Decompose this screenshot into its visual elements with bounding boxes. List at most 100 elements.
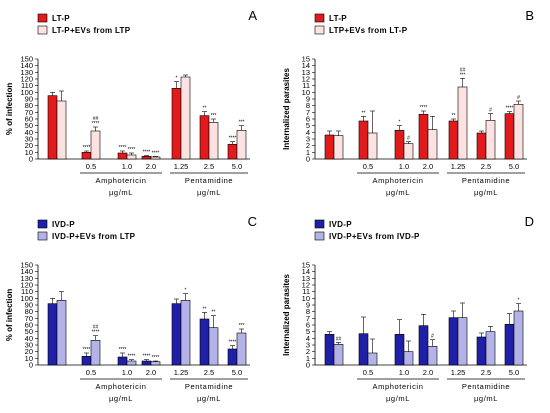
bar <box>367 132 378 160</box>
bar <box>427 346 438 366</box>
y-tick-label: 4 <box>306 128 310 137</box>
significance-mark: ## <box>93 116 99 122</box>
y-tick-label: 9 <box>306 301 310 310</box>
y-tick-label: 14 <box>302 61 310 70</box>
x-tick-label: 1.0 <box>122 162 132 171</box>
bar <box>117 152 128 160</box>
bar <box>56 100 67 160</box>
x-tick-label: 2.0 <box>146 162 156 171</box>
x-tick-label: 5.0 <box>232 162 242 171</box>
bar <box>358 120 369 160</box>
panel-letter: D <box>525 214 534 229</box>
significance-mark: **** <box>83 145 91 151</box>
y-tick-label: 50 <box>25 327 33 336</box>
legend-swatch <box>37 231 48 241</box>
x-tick-label: 1.25 <box>451 162 466 171</box>
x-tick-label: 5.0 <box>509 368 519 377</box>
y-tick-label: 30 <box>25 341 33 350</box>
significance-mark: * <box>176 76 178 82</box>
significance-mark: **** <box>506 106 514 112</box>
y-tick-label: 0 <box>306 155 310 164</box>
x-tick-label: 1.0 <box>399 368 409 377</box>
bar <box>236 130 247 160</box>
x-tick-label: 1.25 <box>174 368 189 377</box>
group-name: Amphotericin <box>373 382 424 391</box>
significance-mark: # <box>431 334 434 340</box>
group-name: Amphotericin <box>373 176 424 185</box>
bar <box>171 88 182 160</box>
legend-swatch <box>37 219 48 229</box>
x-tick-label: 2.0 <box>423 162 433 171</box>
group-unit: µg/mL <box>197 394 221 403</box>
y-tick-label: 2 <box>306 347 310 356</box>
y-tick-label: 12 <box>302 75 310 84</box>
significance-mark: **** <box>92 121 100 127</box>
bar <box>180 76 191 160</box>
legend-label: IVD-P+EVs from LTP <box>52 232 136 241</box>
bar <box>150 156 161 160</box>
legend-label: IVD-P <box>52 220 75 229</box>
group-name: Pentamidine <box>185 176 233 185</box>
significance-mark: *** <box>239 323 245 329</box>
y-tick-label: 20 <box>25 347 33 356</box>
x-tick-label: 0.5 <box>363 368 373 377</box>
bar <box>333 135 344 160</box>
bar <box>457 317 468 366</box>
significance-mark: **** <box>143 150 151 156</box>
y-tick-label: 2 <box>306 141 310 150</box>
y-tick-label: 90 <box>25 95 33 104</box>
bar <box>47 95 58 160</box>
x-tick-label: 2.5 <box>204 162 214 171</box>
significance-mark: ** <box>212 310 216 316</box>
y-tick-label: 5 <box>306 121 310 130</box>
y-tick-label: 0 <box>306 361 310 370</box>
x-tick-label: 2.0 <box>423 368 433 377</box>
panel-letter: B <box>525 8 534 23</box>
bar <box>333 344 344 366</box>
bar <box>418 325 429 366</box>
bar <box>141 156 152 160</box>
x-tick-label: 1.0 <box>122 368 132 377</box>
group-name: Pentamidine <box>185 382 233 391</box>
y-tick-label: 30 <box>25 135 33 144</box>
y-tick-label: 6 <box>306 115 310 124</box>
panel-a: A LT-P LT-P+EVs from LTP 010203040506070809… <box>5 8 257 197</box>
y-tick-label: 8 <box>306 101 310 110</box>
y-tick-label: 70 <box>25 314 33 323</box>
y-tick-label: 90 <box>25 301 33 310</box>
y-tick-label: 70 <box>25 108 33 117</box>
bar <box>150 361 161 366</box>
bar <box>485 331 496 366</box>
y-tick-label: 10 <box>25 148 33 157</box>
significance-mark: # <box>489 108 492 114</box>
significance-mark: **** <box>229 136 237 142</box>
bar <box>427 129 438 160</box>
bar <box>485 120 496 160</box>
x-tick-label: 1.25 <box>174 162 189 171</box>
bar <box>236 332 247 366</box>
significance-mark: **** <box>152 150 160 156</box>
bar <box>367 352 378 366</box>
bar <box>418 114 429 160</box>
x-tick-label: 0.5 <box>363 162 373 171</box>
y-tick-label: 12 <box>302 281 310 290</box>
panel-letter: A <box>248 8 257 23</box>
bar <box>513 104 524 160</box>
significance-mark: **** <box>152 355 160 361</box>
y-tick-label: 50 <box>25 121 33 130</box>
bar <box>90 130 101 160</box>
y-tick-label: 40 <box>25 334 33 343</box>
y-tick-label: 120 <box>20 281 33 290</box>
y-tick-label: 100 <box>20 294 33 303</box>
significance-mark: **** <box>143 354 151 360</box>
y-tick-label: 150 <box>20 261 33 270</box>
group-unit: µg/mL <box>474 188 498 197</box>
y-tick-label: 9 <box>306 95 310 104</box>
bar <box>199 318 210 366</box>
legend-label: LT-P+EVs from LTP <box>52 26 131 35</box>
significance-mark: # <box>517 95 520 101</box>
bar <box>358 333 369 366</box>
significance-mark: ** <box>362 110 366 116</box>
